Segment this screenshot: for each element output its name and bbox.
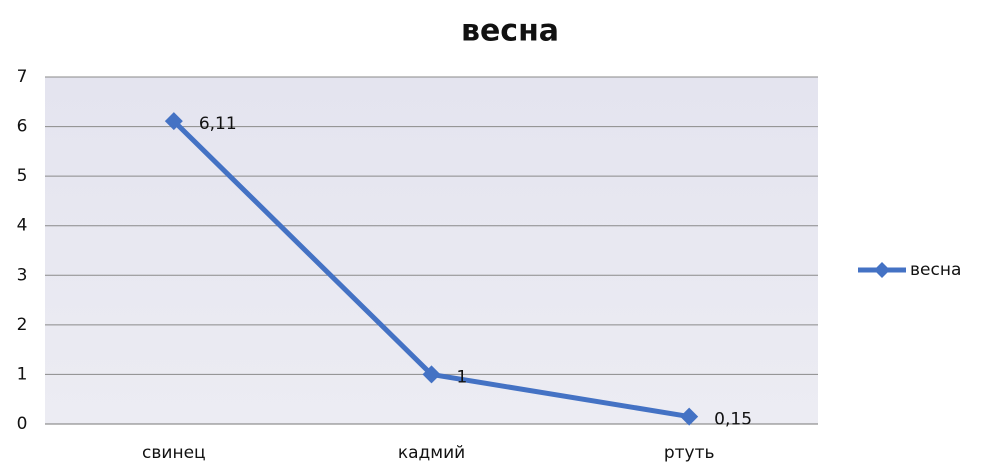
y-tick-label: 2 [17, 315, 28, 335]
y-tick-label: 3 [17, 265, 28, 285]
legend-marker [874, 262, 890, 278]
legend-label: весна [910, 260, 961, 280]
y-tick-label: 4 [17, 216, 28, 236]
y-tick-label: 0 [17, 414, 28, 434]
point-marker [680, 407, 699, 426]
y-tick-label: 7 [17, 67, 28, 87]
x-tick-label: свинец [142, 443, 206, 463]
data-label: 1 [457, 367, 468, 387]
data-label: 6,11 [199, 114, 237, 134]
chart-title: весна [461, 14, 559, 49]
x-tick-label: ртуть [664, 443, 715, 463]
point-marker [164, 112, 183, 131]
data-label: 0,15 [714, 410, 752, 430]
y-tick-label: 5 [17, 166, 28, 186]
x-tick-label: кадмий [398, 443, 465, 463]
y-tick-label: 6 [17, 117, 28, 137]
point-marker [422, 365, 441, 384]
y-tick-label: 1 [17, 364, 28, 384]
